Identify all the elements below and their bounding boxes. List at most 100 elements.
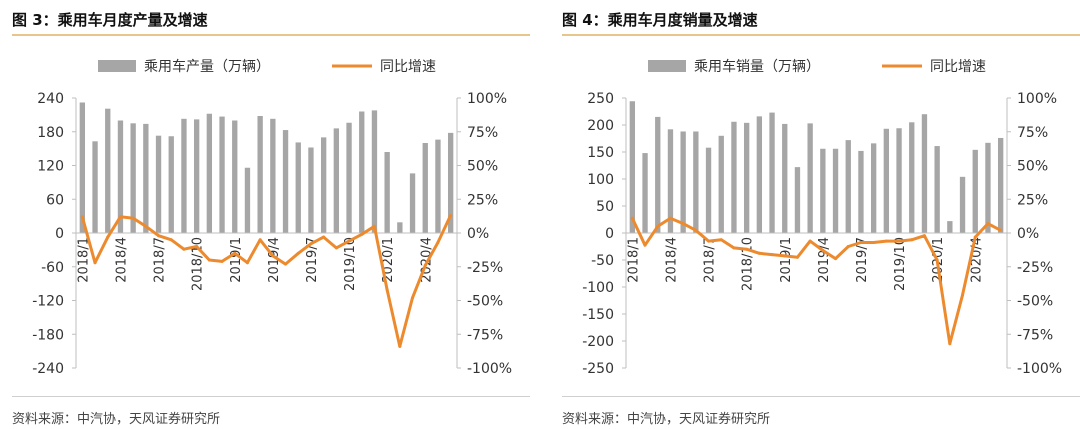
y-left-tick-label: -50 xyxy=(591,253,614,269)
growth-point xyxy=(732,246,736,250)
y-left-tick-label: -100 xyxy=(582,280,614,296)
x-tick-label: 2019/1 xyxy=(779,237,794,283)
growth-point xyxy=(872,240,876,244)
bar xyxy=(693,131,699,233)
bar xyxy=(870,143,877,233)
y-right-tick-label: 75% xyxy=(467,125,498,141)
bar xyxy=(883,128,890,233)
y-left-tick-label: 60 xyxy=(46,192,64,208)
y-left-tick-label: 120 xyxy=(37,159,64,175)
x-tick-label: 2018/1 xyxy=(76,237,91,283)
y-right-tick-label: -75% xyxy=(1017,327,1053,343)
x-tick-label: 2019/7 xyxy=(305,237,320,283)
bar xyxy=(371,110,378,233)
y-right-tick-label: -75% xyxy=(467,327,503,343)
growth-point xyxy=(935,258,939,262)
growth-point xyxy=(795,255,799,259)
bar xyxy=(820,148,826,233)
growth-point xyxy=(157,234,161,238)
y-left-tick-label: 50 xyxy=(596,199,614,215)
growth-point xyxy=(271,254,275,258)
y-left-tick-label: -240 xyxy=(32,361,64,377)
x-tick-label: 2019/1 xyxy=(229,237,244,283)
y-right-tick-label: 25% xyxy=(467,192,498,208)
growth-point xyxy=(372,224,376,228)
bar xyxy=(168,136,174,233)
growth-point xyxy=(719,238,723,242)
growth-point xyxy=(884,239,888,243)
bar xyxy=(79,102,86,233)
y-left-tick-label: 0 xyxy=(605,226,614,242)
bar xyxy=(143,123,149,233)
x-tick-label: 2018/7 xyxy=(703,237,718,283)
x-tick-label: 2018/10 xyxy=(191,237,206,291)
bar xyxy=(642,153,648,233)
y-right-tick-label: 0% xyxy=(1017,226,1039,242)
y-right-tick-label: 100% xyxy=(1017,91,1057,107)
growth-line xyxy=(80,214,452,348)
growth-point xyxy=(961,293,965,297)
legend-line-label: 同比增速 xyxy=(380,59,436,75)
growth-point xyxy=(973,235,977,239)
growth-point xyxy=(707,239,711,243)
bar xyxy=(359,111,365,233)
y-right-tick-label: 0% xyxy=(467,226,489,242)
bar xyxy=(731,121,737,233)
bar xyxy=(181,118,187,233)
bar xyxy=(117,120,124,233)
y-right-tick-label: -25% xyxy=(1017,260,1053,276)
sales-chart: 乘用车销量（万辆） 同比增速 250 200 150 100 50 0 -50 -100 -150 -… xyxy=(582,58,1062,377)
bar xyxy=(232,120,238,233)
bar xyxy=(346,122,352,233)
bar xyxy=(896,128,902,233)
bar xyxy=(397,222,403,233)
x-tick-label: 2019/4 xyxy=(817,237,832,283)
bar xyxy=(320,137,327,233)
y-left-tick-label: 0 xyxy=(55,226,64,242)
growth-point xyxy=(681,222,685,226)
y-left-tick-label: 200 xyxy=(587,118,614,134)
bar xyxy=(794,167,801,233)
source-divider xyxy=(562,396,1080,397)
y-left-tick-label: -60 xyxy=(41,260,64,276)
title-divider xyxy=(12,34,530,36)
bar xyxy=(667,129,674,233)
growth-point xyxy=(118,215,122,219)
growth-point xyxy=(821,249,825,253)
bar xyxy=(705,147,712,233)
growth-point xyxy=(449,213,453,217)
growth-point xyxy=(745,247,749,251)
bar xyxy=(308,147,314,233)
y-right-tick-label: 100% xyxy=(467,91,507,107)
bar xyxy=(997,137,1004,233)
x-tick-label: 2019/10 xyxy=(893,237,908,291)
bar xyxy=(282,130,289,233)
growth-point xyxy=(999,228,1003,232)
growth-point xyxy=(770,253,774,257)
growth-point xyxy=(131,216,135,220)
y-right-tick-label: 75% xyxy=(1017,125,1048,141)
source-note: 资料来源：中汽协，天风证券研究所 xyxy=(12,412,221,427)
y-right-tick-label: -25% xyxy=(467,260,503,276)
bar xyxy=(934,146,940,233)
y-left-tick-label: 180 xyxy=(37,125,64,141)
y-right-tick-label: -50% xyxy=(1017,294,1053,310)
growth-point xyxy=(694,228,698,232)
x-tick-label: 2020/1 xyxy=(931,237,946,283)
growth-point xyxy=(220,259,224,263)
growth-point xyxy=(233,251,237,255)
legend: 乘用车产量（万辆） 同比增速 xyxy=(98,58,436,75)
x-tick-label: 2019/10 xyxy=(343,237,358,291)
y-left-tick-label: 100 xyxy=(587,172,614,188)
growth-point xyxy=(398,344,402,348)
y-right-tick-label: 25% xyxy=(1017,192,1048,208)
y-left-tick-label: -200 xyxy=(582,334,614,350)
growth-point xyxy=(423,263,427,267)
growth-point xyxy=(783,254,787,258)
growth-point xyxy=(846,245,850,248)
bar xyxy=(947,221,953,233)
x-tick-label: 2018/1 xyxy=(626,237,641,283)
growth-point xyxy=(757,251,761,255)
growth-point xyxy=(284,262,288,266)
growth-point xyxy=(385,288,389,292)
